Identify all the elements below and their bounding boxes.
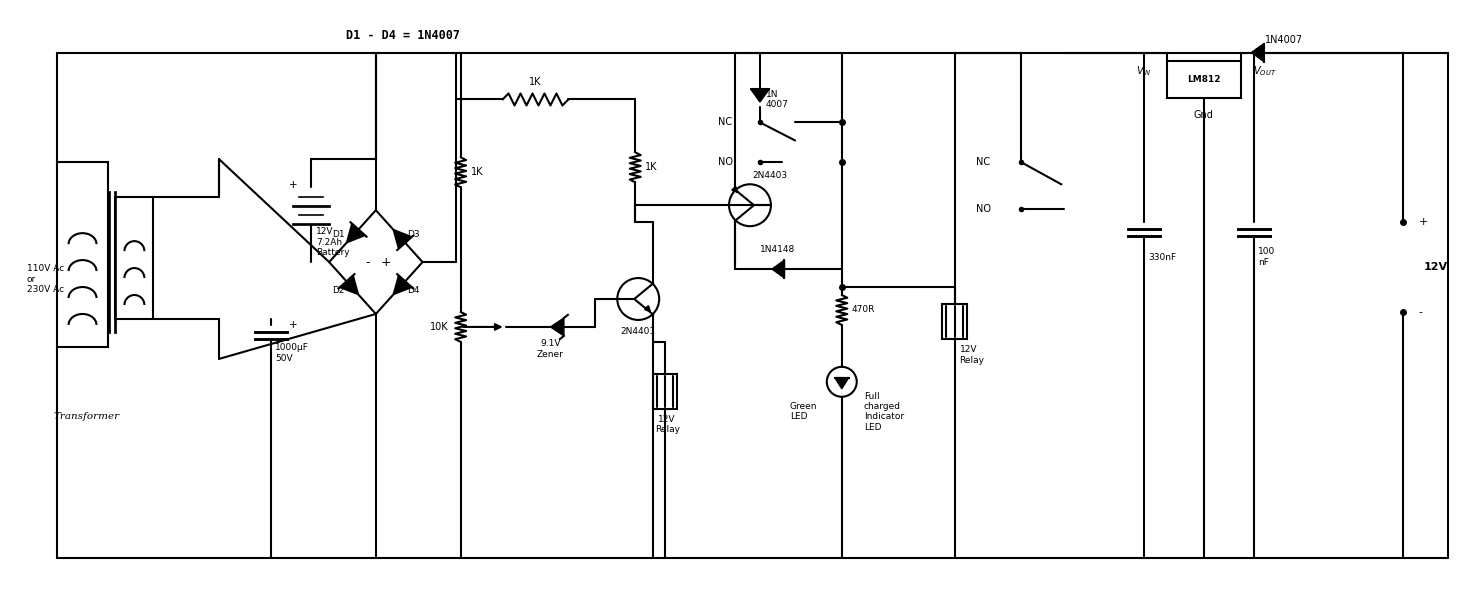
Text: 1N4007: 1N4007 (1265, 35, 1302, 45)
Text: 1N
4007: 1N 4007 (765, 90, 789, 109)
Text: D1: D1 (332, 230, 344, 239)
Polygon shape (340, 275, 359, 295)
Bar (1167, 60, 1241, 99)
Bar (116, 197, 153, 319)
Text: Green
LED: Green LED (790, 402, 817, 421)
Text: D1 - D4 = 1N4007: D1 - D4 = 1N4007 (346, 29, 460, 42)
Text: 100
nF: 100 nF (1258, 247, 1275, 267)
Text: 12V
Relay: 12V Relay (654, 415, 679, 435)
Text: 9.1V
Zener: 9.1V Zener (537, 339, 564, 359)
Text: +: + (289, 320, 298, 330)
Polygon shape (393, 275, 412, 295)
Text: D2: D2 (332, 285, 344, 294)
Text: Transformer: Transformer (53, 412, 120, 421)
Text: Full
charged
Indicator
LED: Full charged Indicator LED (863, 392, 903, 432)
Text: Gnd: Gnd (1194, 110, 1215, 121)
Text: 2N4401: 2N4401 (621, 327, 655, 337)
Text: 1K: 1K (470, 167, 483, 177)
Text: NO: NO (718, 158, 733, 167)
Text: -: - (366, 256, 371, 269)
Polygon shape (347, 223, 365, 243)
Text: D4: D4 (408, 285, 420, 294)
Text: 470R: 470R (851, 306, 875, 315)
Text: 12V
Relay: 12V Relay (960, 345, 985, 365)
Polygon shape (1252, 44, 1264, 61)
Text: +: + (381, 256, 392, 269)
Text: 1K: 1K (529, 78, 541, 88)
Polygon shape (835, 378, 848, 389)
Text: NO: NO (976, 204, 992, 214)
Text: 110V Ac
or
230V Ac: 110V Ac or 230V Ac (27, 264, 64, 294)
Text: 1K: 1K (645, 162, 658, 173)
Polygon shape (550, 318, 564, 336)
Text: 10K: 10K (430, 322, 449, 332)
Text: 12V
7.2Ah
Battery: 12V 7.2Ah Battery (316, 227, 350, 257)
Text: NC: NC (976, 158, 991, 167)
Text: -: - (1418, 307, 1422, 317)
Polygon shape (773, 260, 785, 278)
Bar (942, 304, 967, 340)
Text: 330nF: 330nF (1148, 253, 1176, 261)
Text: 1000μF
50V: 1000μF 50V (274, 343, 308, 362)
Text: 12V: 12V (1424, 262, 1447, 272)
Text: +: + (1418, 217, 1428, 227)
Bar (56, 162, 108, 347)
Bar (653, 374, 678, 409)
Text: NC: NC (718, 118, 733, 127)
Text: $V_{IN}$: $V_{IN}$ (1136, 64, 1151, 78)
Text: +: + (289, 180, 298, 190)
Polygon shape (393, 229, 412, 249)
Text: D3: D3 (408, 230, 420, 239)
Text: 1N4148: 1N4148 (761, 245, 795, 254)
Text: LM812: LM812 (1188, 75, 1221, 84)
Polygon shape (750, 90, 770, 102)
Text: $V_{OUT}$: $V_{OUT}$ (1253, 64, 1277, 78)
Text: 2N4403: 2N4403 (752, 171, 787, 180)
